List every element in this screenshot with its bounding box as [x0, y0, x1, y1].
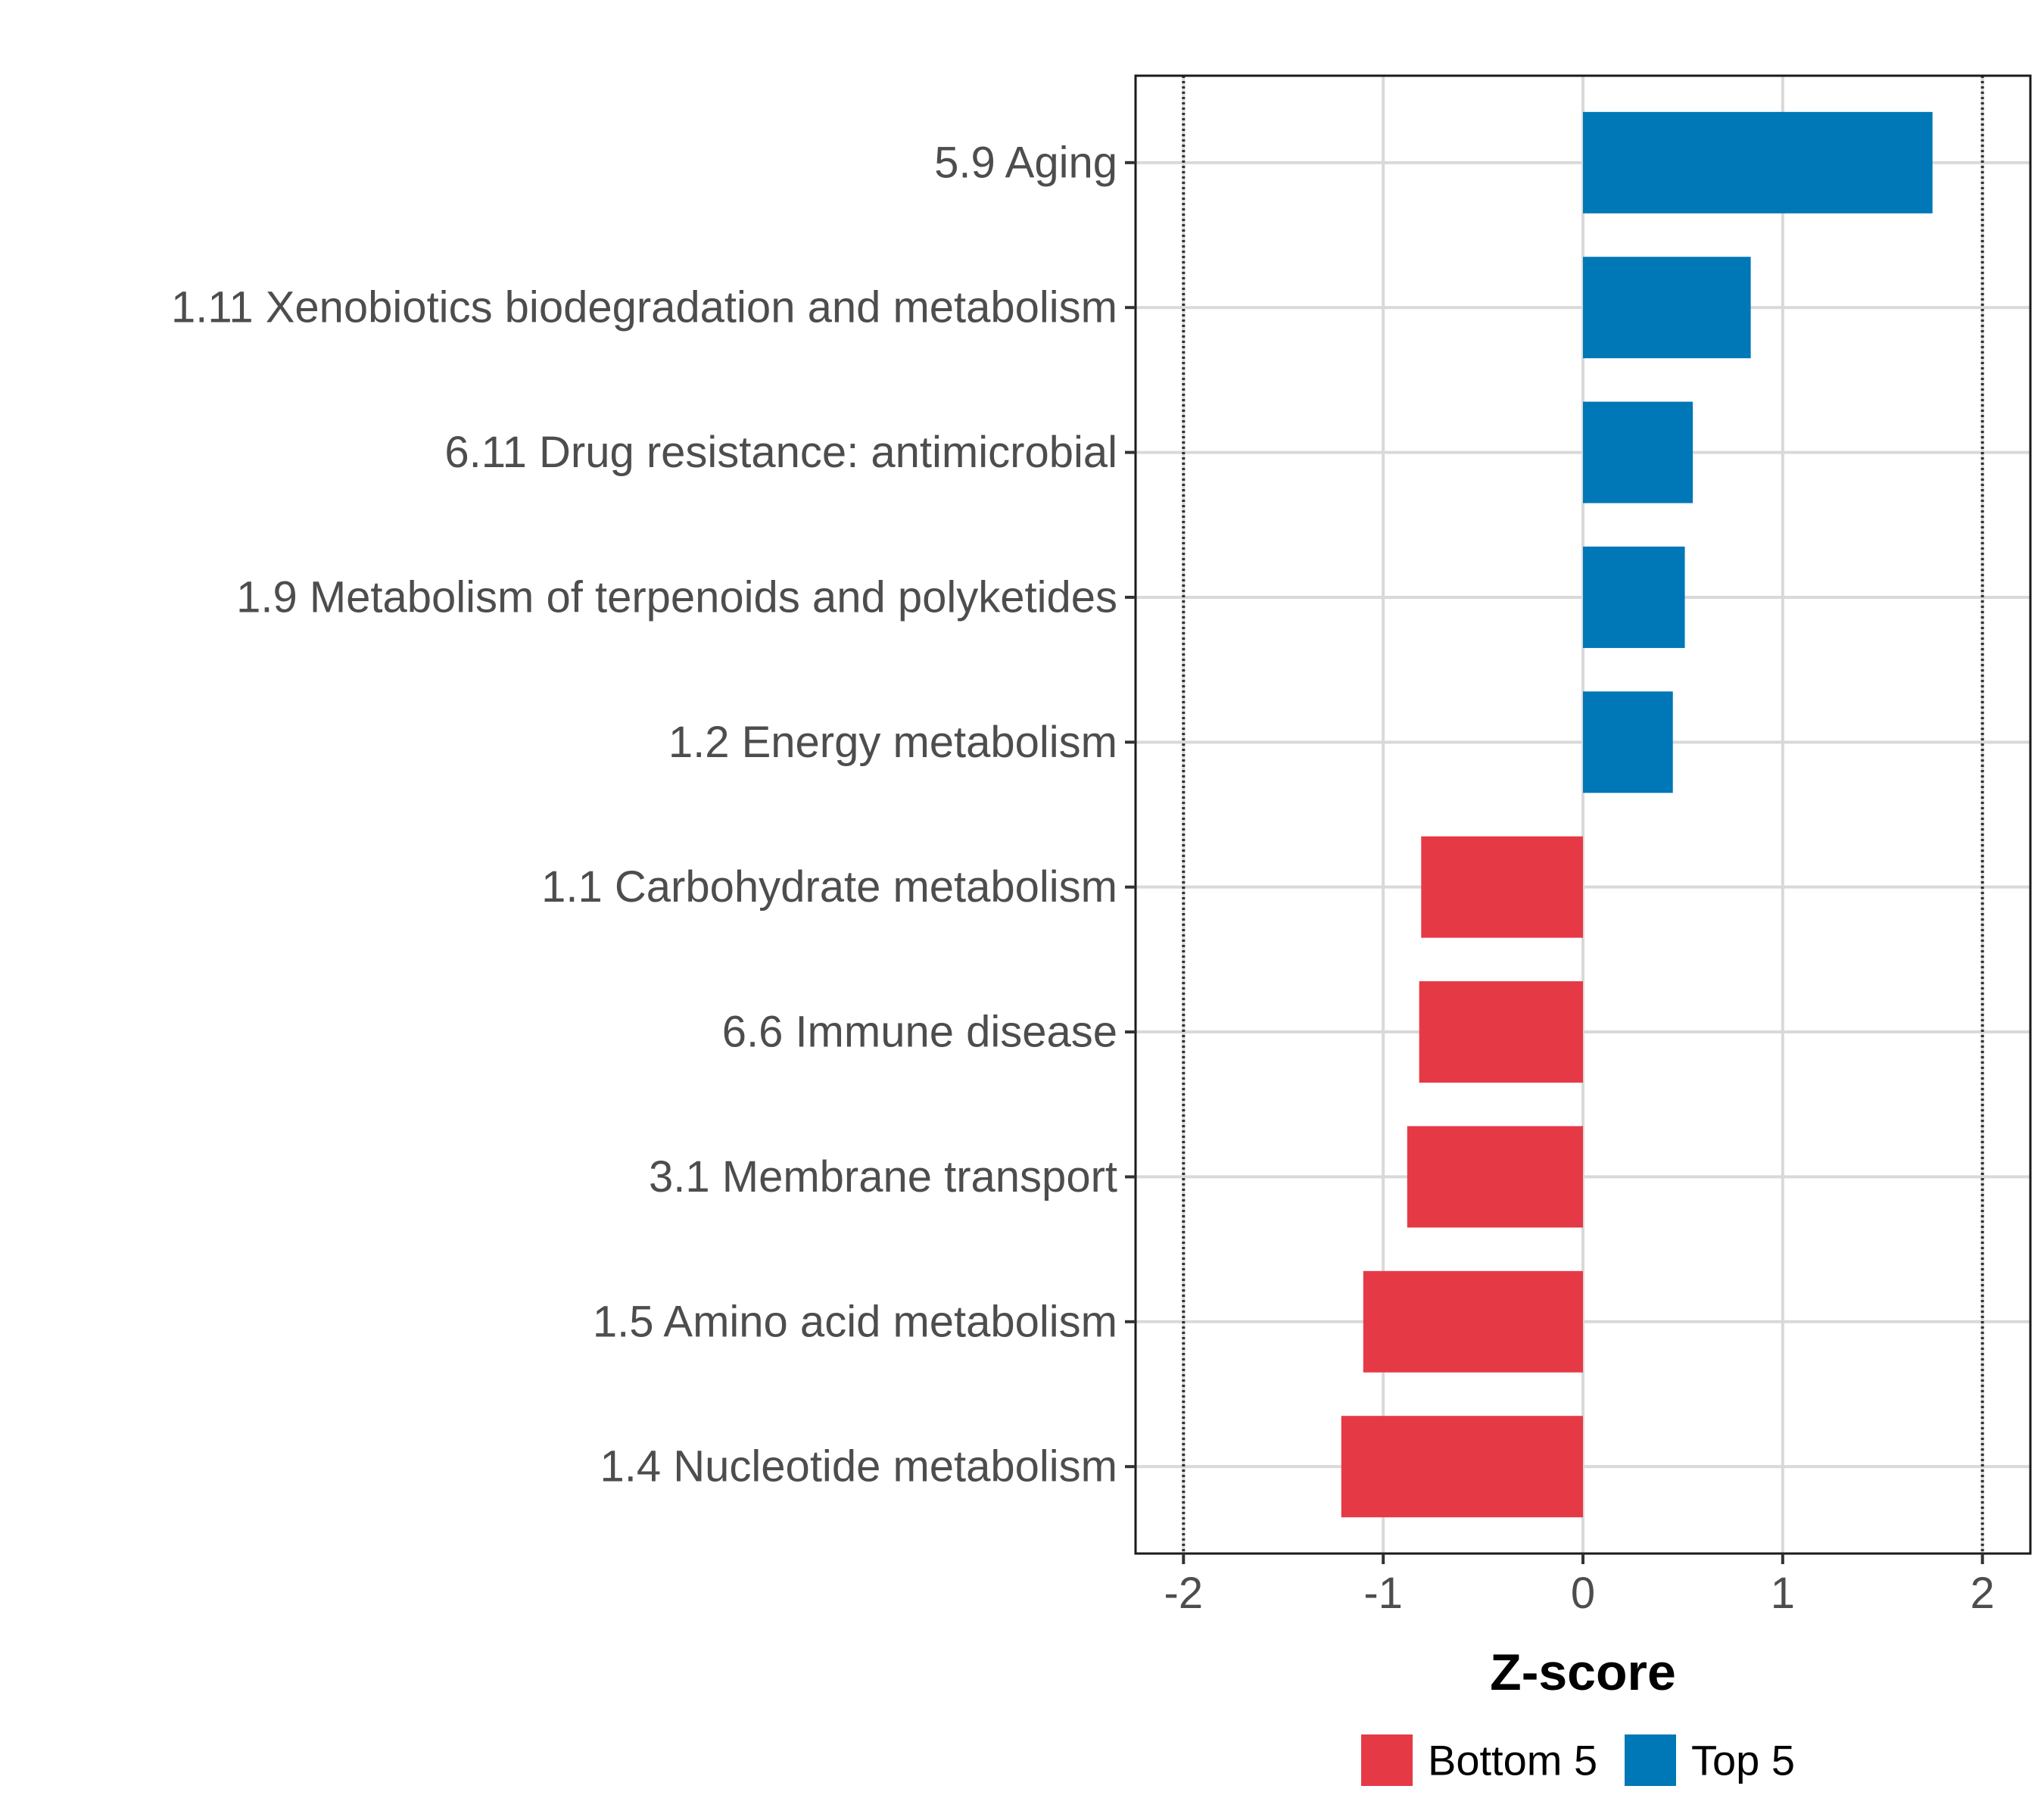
bar-10 — [1341, 1416, 1583, 1518]
category-label: 1.9 Metabolism of terpenoids and polyket… — [236, 572, 1117, 622]
bar-2 — [1583, 257, 1751, 359]
legend-key-1 — [1361, 1734, 1413, 1786]
category-label: 1.11 Xenobiotics biodegradation and meta… — [171, 283, 1117, 332]
y-axis-ticks — [1125, 161, 1136, 1469]
category-label: 5.9 Aging — [934, 138, 1117, 187]
legend: Bottom 5 Top 5 — [1361, 1734, 1795, 1786]
y-axis-labels: 5.9 Aging 1.11 Xenobiotics biodegradation… — [171, 138, 1117, 1491]
legend-key-2 — [1625, 1734, 1676, 1786]
x-tick-label: 0 — [1571, 1569, 1595, 1618]
category-label: 3.1 Membrane transport — [649, 1152, 1117, 1201]
category-label: 1.2 Energy metabolism — [668, 718, 1117, 767]
x-tick-label: -1 — [1363, 1569, 1403, 1618]
x-tick-label: 2 — [1971, 1569, 1995, 1618]
category-label: 1.4 Nucleotide metabolism — [600, 1442, 1117, 1491]
x-axis-title: Z-score — [1490, 1644, 1676, 1701]
bar-5 — [1583, 691, 1673, 793]
x-tick-label: -2 — [1164, 1569, 1204, 1618]
x-tick-label: 1 — [1771, 1569, 1795, 1618]
bar-3 — [1583, 401, 1693, 503]
bar-9 — [1363, 1270, 1583, 1373]
category-label: 6.11 Drug resistance: antimicrobial — [444, 428, 1117, 477]
bar-6 — [1421, 836, 1583, 938]
legend-label: Top 5 — [1691, 1737, 1795, 1784]
bar-7 — [1419, 981, 1583, 1083]
category-label: 6.6 Immune disease — [722, 1008, 1117, 1057]
bar-8 — [1407, 1126, 1583, 1228]
reference-lines — [1182, 76, 1984, 1554]
bar-1 — [1583, 111, 1933, 213]
category-label: 1.1 Carbohydrate metabolism — [541, 862, 1117, 912]
legend-label: Bottom 5 — [1428, 1737, 1597, 1784]
x-axis-ticks — [1182, 1554, 1984, 1564]
bar-4 — [1583, 546, 1685, 648]
x-axis-tick-labels: -2 -1 0 1 2 — [1164, 1569, 1995, 1618]
bars — [1341, 111, 1933, 1518]
category-label: 1.5 Amino acid metabolism — [593, 1297, 1117, 1346]
